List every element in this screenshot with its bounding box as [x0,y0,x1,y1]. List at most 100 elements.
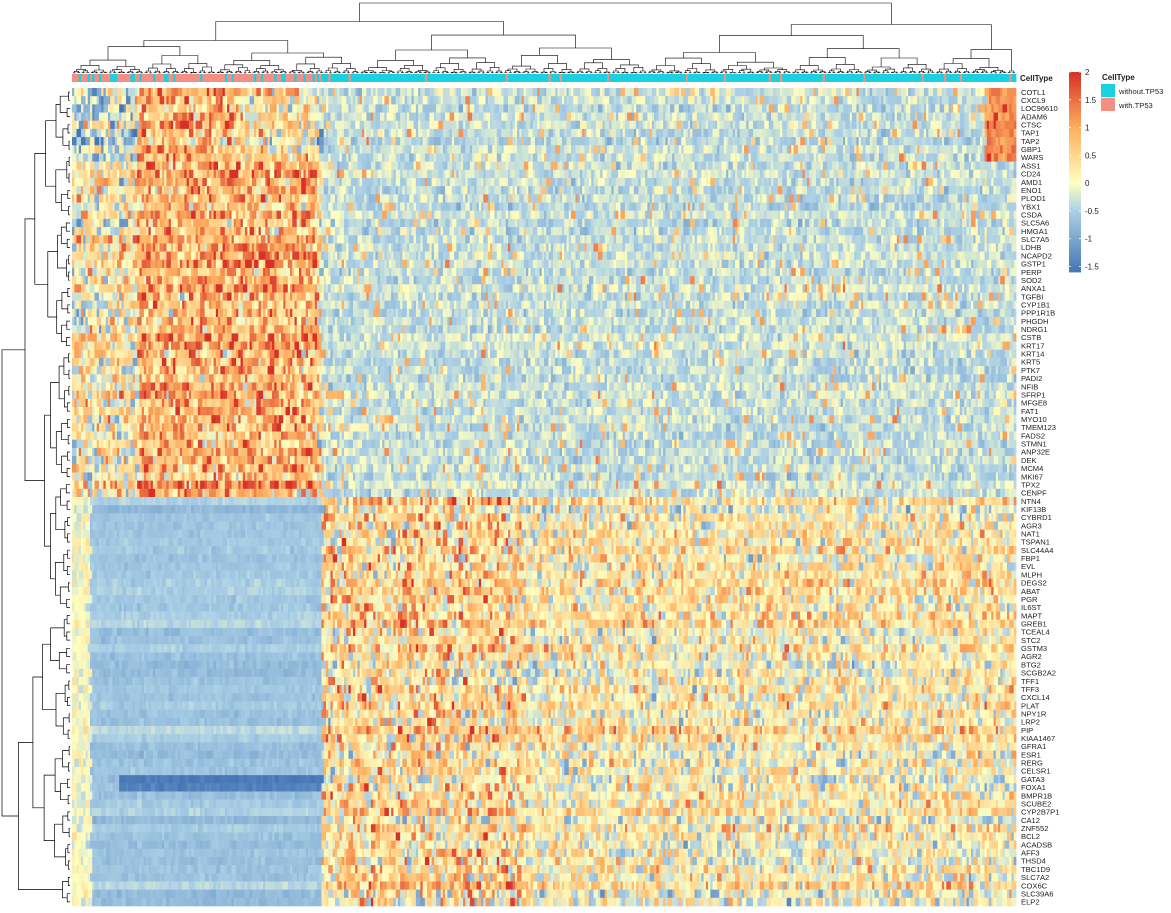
heatmap-cell [438,120,444,130]
heatmap-cell [555,96,558,105]
heatmap-cell [847,210,853,220]
heatmap-cell [137,161,140,171]
heatmap-cell [757,194,761,203]
annotation-cell [510,74,513,82]
heatmap-cell [496,145,502,154]
heatmap-cell [797,112,801,122]
heatmap-cell [290,96,295,105]
heatmap-cell [103,161,107,171]
heatmap-cell [968,169,974,179]
heatmap-cell [645,153,648,162]
heatmap-cell [397,194,403,203]
heatmap-cell [874,112,880,122]
heatmap-cell [469,161,475,171]
annotation-cell [204,74,208,82]
heatmap-cell [375,112,381,122]
heatmap-cell [177,218,183,228]
heatmap-cell [161,194,167,203]
heatmap-cell [429,161,435,171]
heatmap-cell [723,120,727,130]
heatmap-cell [539,120,543,130]
heatmap-cell [85,161,91,171]
heatmap-cell [429,194,435,203]
heatmap-cell [528,161,534,171]
heatmap-cell [1002,169,1008,179]
heatmap-cell [710,88,716,97]
heatmap-cell [901,88,907,97]
heatmap-cell [330,120,336,130]
heatmap-cell [732,137,736,146]
heatmap-cell [478,112,484,122]
heatmap-cell [685,88,691,97]
heatmap-cell [676,177,680,187]
heatmap-cell [537,177,540,187]
heatmap-cell [85,169,89,179]
heatmap-cell [941,128,947,138]
heatmap-cell [249,112,255,122]
annotation-cell [92,74,95,82]
heatmap-cell [463,186,468,195]
heatmap-cell [496,120,502,130]
heatmap-cell [627,112,633,122]
heatmap-cell [753,202,758,211]
heatmap-cell [265,186,268,195]
heatmap-cell [319,104,322,113]
heatmap-cell [802,177,808,187]
heatmap-cell [166,194,170,203]
heatmap-cell [678,177,684,187]
heatmap-cell [712,128,718,138]
heatmap-cell [557,120,561,130]
heatmap-cell [806,128,810,138]
heatmap-cell [161,177,165,187]
heatmap-cell [883,145,889,154]
heatmap-cell [182,194,185,203]
heatmap-cell [517,128,520,138]
heatmap-cell [281,161,286,171]
heatmap-cell [496,161,500,171]
heatmap-cell [586,112,592,122]
heatmap-cell [806,161,812,171]
annotation-cell [418,74,421,82]
heatmap-cell [76,145,80,154]
heatmap-cell [649,120,653,130]
heatmap-cell [164,186,170,195]
heatmap-cell [125,169,131,179]
heatmap-cell [148,186,152,195]
heatmap-cell [564,88,567,97]
annotation-cell [719,74,722,82]
heatmap-cell [552,112,558,122]
heatmap-cell [595,112,599,122]
heatmap-cell [222,218,228,228]
heatmap-cell [186,112,190,122]
heatmap-cell [865,88,869,97]
heatmap-cell [505,153,511,162]
heatmap-cell [1004,161,1010,171]
heatmap-cell [964,112,970,122]
heatmap-cell [514,186,518,195]
heatmap-cell [499,88,502,97]
heatmap-cell [442,153,446,162]
heatmap-cell [98,137,102,146]
heatmap-cell [166,128,170,138]
heatmap-cell [391,137,397,146]
heatmap-cell [984,88,990,97]
heatmap-cell [606,161,612,171]
heatmap-cell [813,128,817,138]
heatmap-cell [323,128,327,138]
heatmap-cell [420,177,426,187]
heatmap-cell [860,194,864,203]
heatmap-cell [139,186,145,195]
heatmap-cell [254,96,259,105]
heatmap-cell [98,96,102,105]
heatmap-cell [159,120,165,130]
heatmap-cell [456,186,462,195]
heatmap-cell [350,161,354,171]
heatmap-cell [874,96,880,105]
annotation-cell [222,74,226,82]
heatmap-cell [923,153,927,162]
heatmap-cell [200,153,206,162]
heatmap-cell [517,177,522,187]
heatmap-cell [411,137,417,146]
heatmap-cell [328,145,331,154]
heatmap-cell [182,145,185,154]
